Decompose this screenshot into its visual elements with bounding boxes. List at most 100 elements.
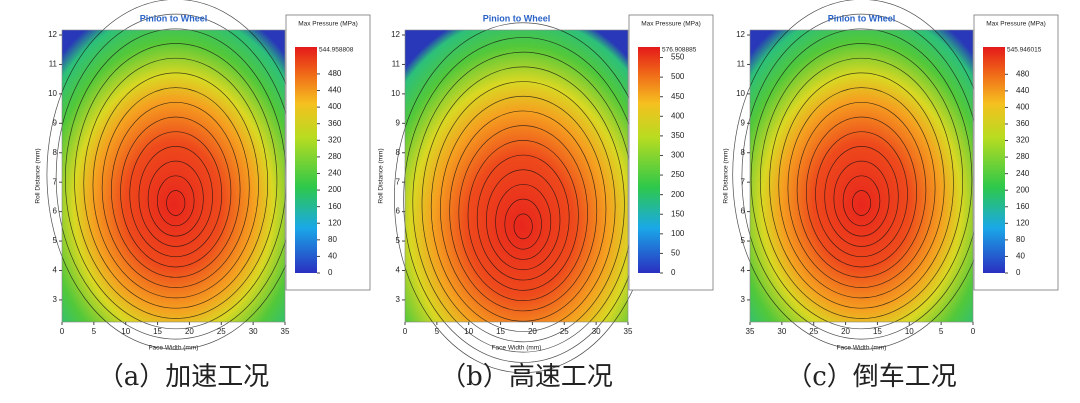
colorbar-tick-label: 50 bbox=[671, 249, 680, 258]
colorbar-tick-label: 240 bbox=[1016, 169, 1030, 178]
colorbar-tick-label: 400 bbox=[671, 111, 685, 120]
y-tick-label: 3 bbox=[741, 295, 746, 304]
colorbar-tick-label: 320 bbox=[1016, 136, 1030, 145]
contour-line bbox=[504, 198, 542, 250]
colorbar-tick-label: 100 bbox=[671, 229, 685, 238]
x-tick-label: 35 bbox=[281, 327, 290, 336]
x-tick-label: 5 bbox=[435, 327, 440, 336]
x-tick-label: 10 bbox=[121, 327, 130, 336]
y-tick-label: 9 bbox=[741, 118, 746, 127]
contour-line bbox=[495, 184, 552, 260]
chart-title: Pinion to Wheel bbox=[828, 13, 896, 23]
y-tick-label: 7 bbox=[53, 177, 58, 186]
colorbar bbox=[295, 47, 317, 273]
x-tick-label: 35 bbox=[624, 327, 633, 336]
contour-line bbox=[787, 87, 936, 288]
y-tick-label: 8 bbox=[396, 148, 401, 157]
y-tick-label: 6 bbox=[396, 207, 401, 216]
colorbar-tick-label: 150 bbox=[671, 209, 685, 218]
y-tick-label: 10 bbox=[736, 89, 745, 98]
colorbar-tick-label: 320 bbox=[328, 135, 342, 144]
colorbar-tick-label: 280 bbox=[1016, 152, 1030, 161]
contour-line bbox=[101, 87, 250, 288]
x-tick-label: 25 bbox=[560, 327, 569, 336]
caption: （c）倒车工况 bbox=[786, 362, 957, 392]
contour-line bbox=[851, 190, 872, 216]
y-tick-label: 11 bbox=[49, 60, 58, 69]
colorbar-tick-label: 160 bbox=[1016, 202, 1030, 211]
colorbar-tick-label: 200 bbox=[328, 185, 342, 194]
colorbar-tick-label: 200 bbox=[1016, 185, 1030, 194]
contour-line bbox=[833, 160, 890, 237]
contour-line bbox=[476, 154, 570, 281]
x-axis-label: Face Width (mm) bbox=[492, 345, 542, 352]
x-tick-label: 10 bbox=[905, 327, 914, 336]
contour-line bbox=[138, 146, 213, 247]
x-tick-label: 30 bbox=[592, 327, 601, 336]
colorbar-tick-label: 450 bbox=[671, 92, 685, 101]
x-tick-label: 10 bbox=[464, 327, 473, 336]
x-tick-label: 25 bbox=[809, 327, 818, 336]
colorbar-title: Max Pressure (MPa) bbox=[298, 21, 358, 28]
contour-line bbox=[421, 66, 625, 343]
colorbar-tick-label: 200 bbox=[671, 190, 685, 199]
x-tick-label: 20 bbox=[528, 327, 537, 336]
y-tick-label: 9 bbox=[53, 118, 58, 127]
x-tick-label: 15 bbox=[496, 327, 505, 336]
x-tick-label: 20 bbox=[841, 327, 850, 336]
colorbar-tick-label: 400 bbox=[1016, 103, 1030, 112]
colorbar-tick-label: 550 bbox=[671, 53, 685, 62]
y-tick-label: 3 bbox=[53, 295, 58, 304]
y-tick-label: 10 bbox=[48, 89, 57, 98]
x-tick-label: 15 bbox=[153, 327, 162, 336]
colorbar-tick-label: 40 bbox=[1016, 252, 1025, 261]
y-tick-label: 3 bbox=[396, 295, 401, 304]
contour-line bbox=[449, 110, 598, 312]
contour-line bbox=[815, 131, 908, 258]
colorbar-tick-label: 120 bbox=[328, 218, 342, 227]
x-tick-label: 0 bbox=[403, 327, 408, 336]
y-tick-label: 6 bbox=[741, 207, 746, 216]
y-tick-label: 10 bbox=[391, 89, 400, 98]
contour-line bbox=[74, 43, 278, 319]
contour-line bbox=[842, 175, 881, 227]
contour-line bbox=[467, 140, 579, 291]
contour-line bbox=[83, 57, 269, 309]
caption: （b）高速工况 bbox=[440, 362, 613, 392]
colorbar-tick-label: 0 bbox=[671, 268, 676, 277]
colorbar bbox=[983, 47, 1005, 273]
contour-line bbox=[120, 116, 232, 268]
y-tick-label: 7 bbox=[741, 177, 746, 186]
colorbar-max-label: 576.908885 bbox=[662, 47, 697, 54]
plot-frame bbox=[404, 29, 629, 323]
colorbar-tick-label: 240 bbox=[328, 169, 342, 178]
y-tick-label: 4 bbox=[53, 266, 58, 275]
y-tick-label: 5 bbox=[396, 236, 401, 245]
colorbar-tick-label: 350 bbox=[671, 131, 685, 140]
y-tick-label: 11 bbox=[392, 60, 401, 69]
y-tick-label: 4 bbox=[396, 266, 401, 275]
y-tick-label: 6 bbox=[53, 207, 58, 216]
colorbar-tick-label: 400 bbox=[328, 102, 342, 111]
x-tick-label: 20 bbox=[185, 327, 194, 336]
colorbar-tick-label: 0 bbox=[1016, 268, 1021, 277]
panel: Pinion to Wheel 0 5 10 15 20 25 30 35 3 4 5 6 7 8 9 10 11… bbox=[378, 13, 714, 392]
colorbar-tick-label: 440 bbox=[328, 86, 342, 95]
contour-line bbox=[129, 131, 223, 258]
x-axis-label: Face Width (mm) bbox=[149, 345, 199, 352]
chart-title: Pinion to Wheel bbox=[483, 13, 551, 23]
contour-line bbox=[92, 72, 259, 299]
y-axis-label: Roll Distance (mm) bbox=[723, 148, 730, 203]
colorbar-tick-label: 500 bbox=[671, 72, 685, 81]
colorbar-tick-label: 0 bbox=[328, 268, 333, 277]
contour-line bbox=[513, 213, 533, 240]
colorbar-tick-label: 250 bbox=[671, 170, 685, 179]
x-tick-label: 15 bbox=[873, 327, 882, 336]
x-tick-label: 30 bbox=[777, 327, 786, 336]
x-tick-label: 0 bbox=[971, 327, 976, 336]
contour-line bbox=[750, 28, 973, 330]
panel: Pinion to Wheel 35 30 25 20 15 10 5 0 3 4 5 6 7 8 9 10 11… bbox=[723, 0, 1059, 392]
contour-line bbox=[796, 101, 927, 278]
colorbar-tick-label: 80 bbox=[1016, 235, 1025, 244]
